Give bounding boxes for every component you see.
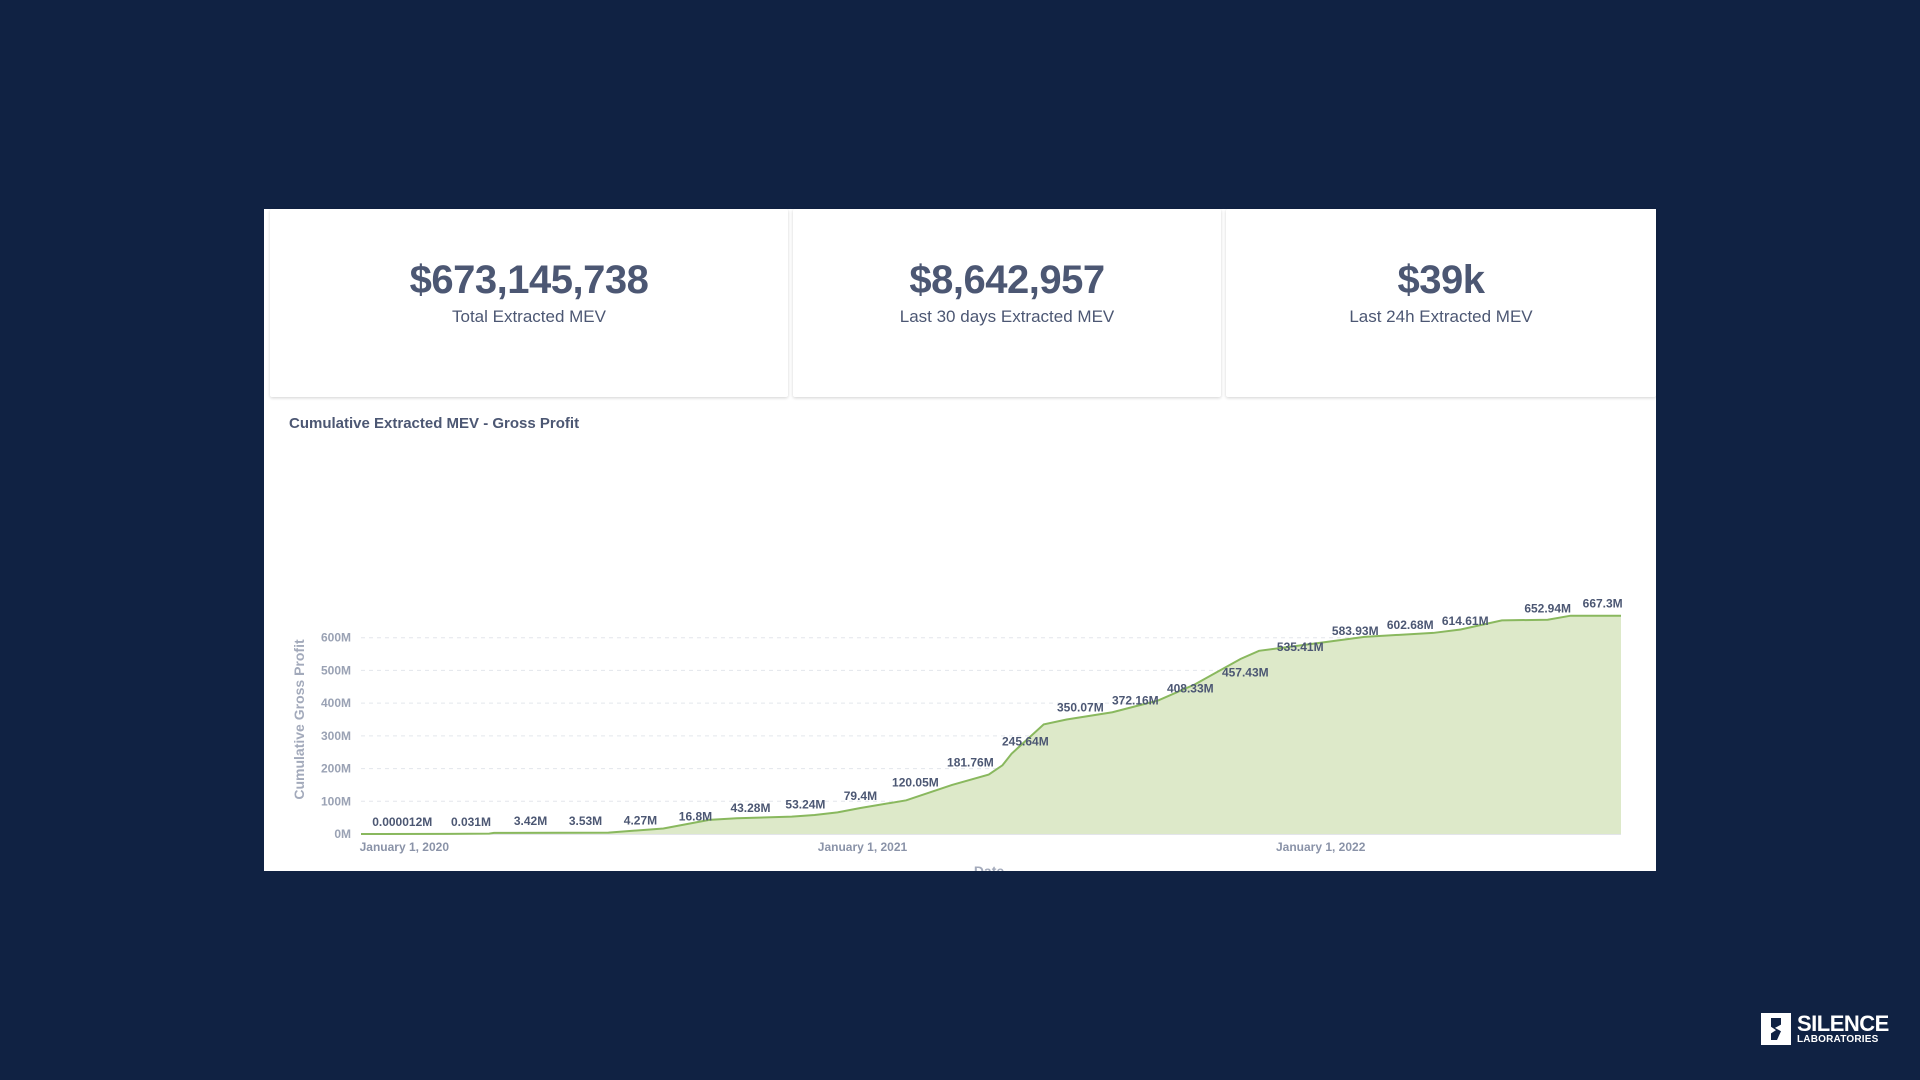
data-label: 667.3M [1583, 597, 1623, 611]
series-area [361, 615, 1621, 834]
data-label: 535.41M [1277, 640, 1324, 654]
y-tick-label: 200M [321, 762, 351, 776]
last-24h-value: $39k [1397, 258, 1485, 302]
last-24h-label: Last 24h Extracted MEV [1349, 307, 1533, 326]
data-label: 0.031M [451, 815, 491, 829]
y-tick-label: 400M [321, 696, 351, 710]
x-tick-label: January 1, 2021 [818, 840, 908, 854]
y-tick-label: 600M [321, 631, 351, 645]
data-label: 43.28M [730, 801, 770, 815]
data-label: 614.61M [1442, 614, 1489, 628]
data-label: 16.8M [679, 810, 712, 824]
data-label: 79.4M [844, 789, 877, 803]
data-label: 3.53M [569, 814, 602, 828]
data-label: 408.33M [1167, 681, 1214, 695]
y-tick-label: 500M [321, 663, 351, 677]
last-30-days-label: Last 30 days Extracted MEV [899, 307, 1115, 326]
dashboard-panel: $673,145,738 Total Extracted MEV $8,642,… [264, 209, 1656, 871]
data-label: 583.93M [1332, 624, 1379, 638]
y-axis-label: Cumulative Gross Profit [291, 639, 307, 800]
data-label: 4.27M [624, 814, 657, 828]
data-label: 245.64M [1002, 735, 1049, 749]
data-label: 3.42M [514, 814, 547, 828]
last-30-days-card: $8,642,957 Last 30 days Extracted MEV [793, 209, 1221, 397]
data-label: 652.94M [1524, 601, 1571, 615]
y-tick-label: 0M [334, 827, 351, 841]
logo-name: SILENCE [1797, 1011, 1889, 1036]
y-tick-label: 300M [321, 729, 351, 743]
data-label: 0.000012M [372, 815, 432, 829]
data-label: 350.07M [1057, 700, 1104, 714]
logo-mark-icon [1761, 1013, 1791, 1045]
cumulative-mev-chart: 0M 100M 200M 300M 400M 500M 600M January 1, 202… [291, 597, 1623, 871]
silence-laboratories-logo: SILENCE LABORATORIES [1761, 1013, 1889, 1045]
y-tick-label: 100M [321, 794, 351, 808]
logo-subtitle: LABORATORIES [1797, 1034, 1879, 1045]
last-24h-card: $39k Last 24h Extracted MEV [1226, 209, 1656, 397]
total-mev-label: Total Extracted MEV [451, 307, 606, 326]
x-axis-label: Date [974, 863, 1005, 871]
last-30-days-value: $8,642,957 [909, 258, 1105, 302]
data-label: 457.43M [1222, 665, 1269, 679]
total-mev-card: $673,145,738 Total Extracted MEV [270, 209, 788, 397]
data-label: 602.68M [1387, 618, 1434, 632]
data-label: 181.76M [947, 756, 994, 770]
series-line [360, 614, 1621, 835]
x-tick-label: January 1, 2020 [360, 840, 450, 854]
x-tick-label: January 1, 2022 [1276, 840, 1366, 854]
data-label: 372.16M [1112, 693, 1159, 707]
data-label: 120.05M [892, 776, 939, 790]
total-mev-value: $673,145,738 [409, 258, 649, 302]
chart-title: Cumulative Extracted MEV - Gross Profit [289, 415, 580, 432]
data-label: 53.24M [785, 798, 825, 812]
